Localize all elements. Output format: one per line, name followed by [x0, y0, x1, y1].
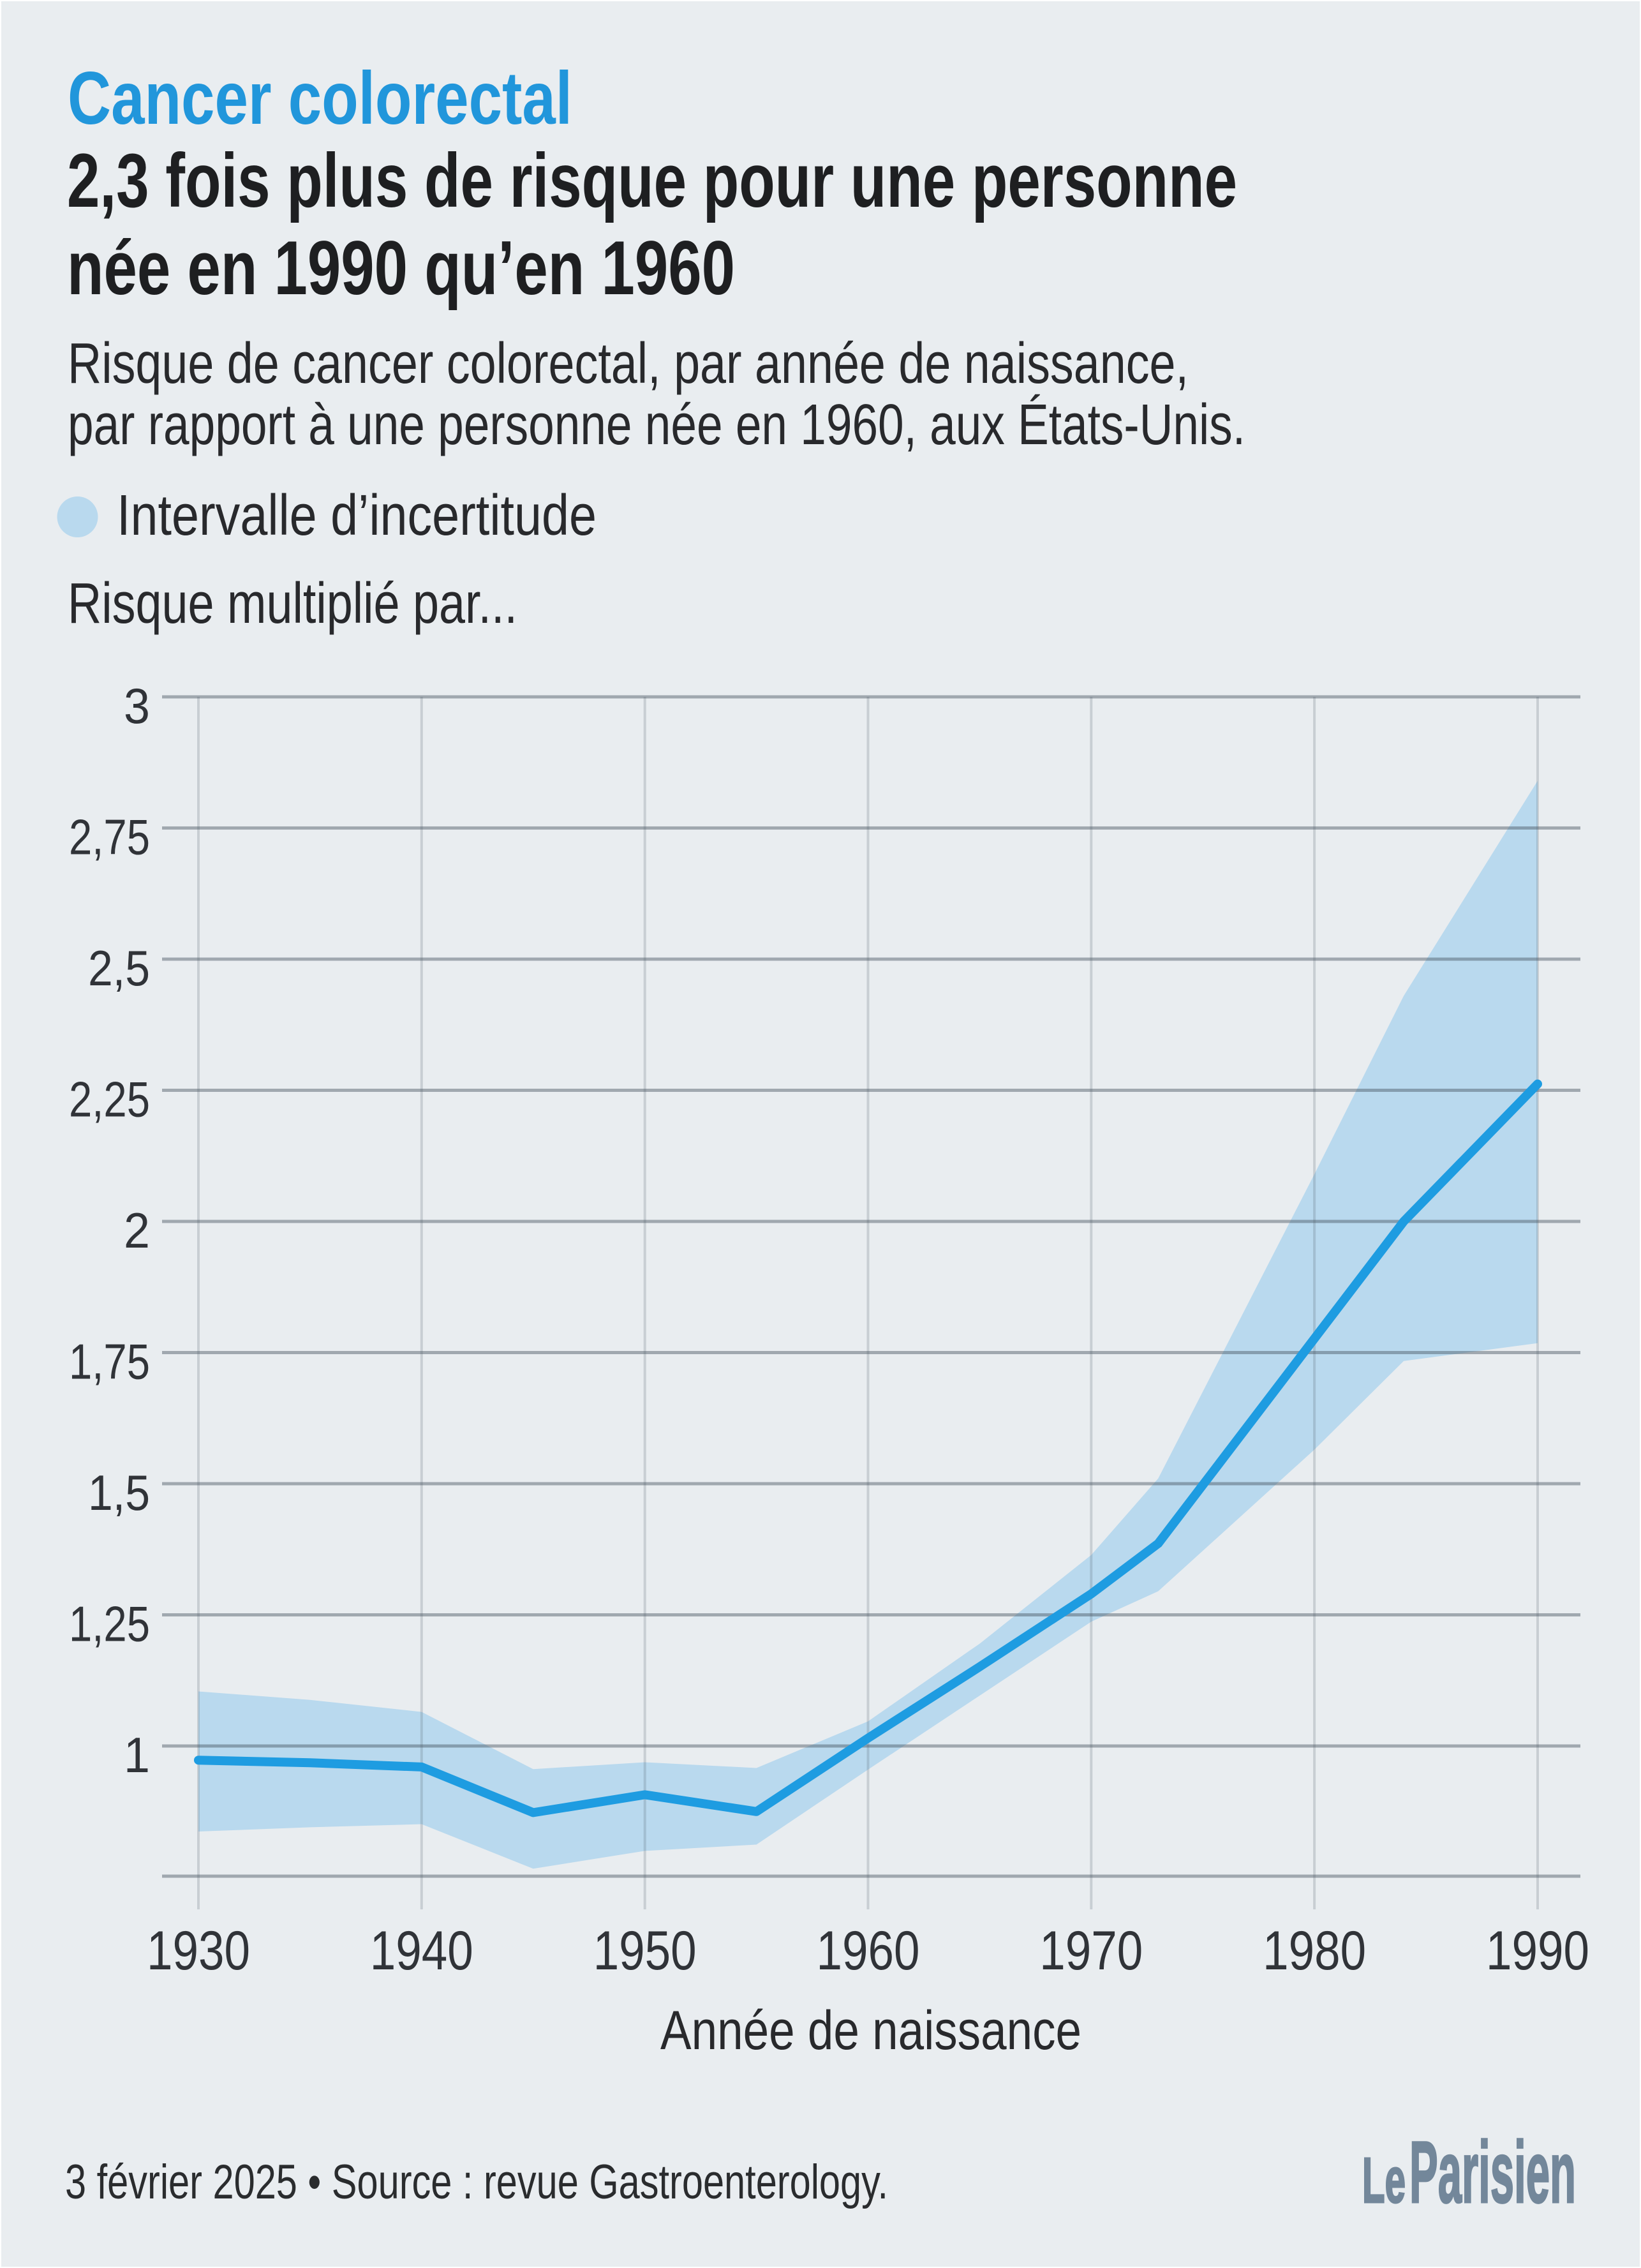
svg-text:3 février 2025 • Source : revu: 3 février 2025 • Source : revue Gastroen… — [65, 2155, 888, 2209]
svg-text:1,25: 1,25 — [69, 1596, 150, 1652]
svg-text:Parisien: Parisien — [1409, 2124, 1576, 2221]
svg-text:1940: 1940 — [370, 1920, 473, 1981]
svg-text:Risque multiplié par...: Risque multiplié par... — [68, 572, 517, 636]
svg-text:2,25: 2,25 — [69, 1071, 150, 1128]
svg-text:1970: 1970 — [1039, 1920, 1143, 1981]
svg-text:Année de naissance: Année de naissance — [660, 2000, 1081, 2061]
svg-text:1,75: 1,75 — [69, 1334, 150, 1390]
svg-text:2,5: 2,5 — [88, 940, 150, 996]
svg-text:par rapport à une personne née: par rapport à une personne née en 1960, … — [68, 393, 1245, 457]
svg-text:1: 1 — [124, 1727, 150, 1783]
svg-text:1,5: 1,5 — [88, 1465, 150, 1521]
svg-text:1950: 1950 — [593, 1920, 697, 1981]
svg-text:1990: 1990 — [1486, 1920, 1589, 1981]
svg-text:3: 3 — [124, 678, 150, 734]
svg-text:2,75: 2,75 — [69, 809, 150, 865]
svg-text:Risque de cancer colorectal, p: Risque de cancer colorectal, par année d… — [68, 332, 1189, 396]
svg-text:Cancer colorectal: Cancer colorectal — [68, 56, 572, 140]
svg-text:née en 1990 qu’en 1960: née en 1990 qu’en 1960 — [67, 225, 735, 311]
svg-text:1960: 1960 — [817, 1920, 920, 1981]
svg-text:2,3 fois plus de risque pour u: 2,3 fois plus de risque pour une personn… — [67, 138, 1237, 223]
svg-text:Intervalle d’incertitude: Intervalle d’incertitude — [117, 484, 597, 548]
svg-text:1980: 1980 — [1263, 1920, 1366, 1981]
svg-text:1930: 1930 — [147, 1920, 250, 1981]
svg-text:2: 2 — [124, 1202, 150, 1258]
svg-text:Le: Le — [1362, 2145, 1406, 2216]
